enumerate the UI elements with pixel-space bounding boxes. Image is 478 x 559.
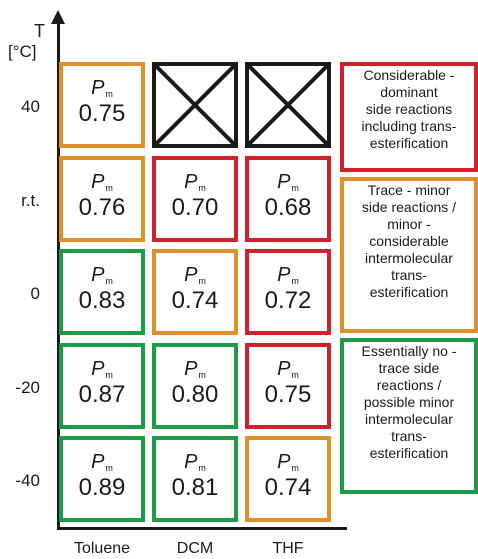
cell-value: 0.75 bbox=[78, 100, 126, 127]
grid-cell: Pm 0.68 bbox=[245, 156, 331, 242]
symbol-letter: P bbox=[277, 451, 291, 473]
cell-value: 0.72 bbox=[264, 287, 312, 314]
cell-symbol: Pm bbox=[156, 265, 234, 286]
symbol-letter: P bbox=[91, 77, 105, 99]
cell-value: 0.81 bbox=[171, 474, 219, 501]
symbol-letter: P bbox=[91, 358, 105, 380]
cell-symbol: Pm bbox=[63, 452, 141, 473]
temperature-label: 40 bbox=[21, 97, 40, 116]
cell-symbol: Pm bbox=[156, 452, 234, 473]
legend-box-red: Considerable - dominant side reactions i… bbox=[340, 62, 478, 172]
y-axis-title: T bbox=[34, 21, 45, 41]
cell-symbol: Pm bbox=[156, 172, 234, 193]
grid-cell: Pm 0.75 bbox=[245, 343, 331, 429]
cell-value: 0.68 bbox=[264, 194, 312, 221]
symbol-subscript: m bbox=[291, 183, 299, 193]
grid-cell: Pm 0.87 bbox=[59, 343, 145, 429]
symbol-letter: P bbox=[184, 264, 198, 286]
cross-mark bbox=[249, 66, 327, 144]
cell-value: 0.76 bbox=[78, 194, 126, 221]
symbol-letter: P bbox=[277, 171, 291, 193]
grid-cell: Pm 0.72 bbox=[245, 249, 331, 335]
symbol-subscript: m bbox=[105, 370, 113, 380]
grid-cell: Pm 0.75 bbox=[59, 62, 145, 148]
y-axis-line bbox=[57, 22, 60, 529]
grid-cell: Pm 0.80 bbox=[152, 343, 238, 429]
symbol-letter: P bbox=[184, 171, 198, 193]
grid-cell: Pm 0.74 bbox=[245, 436, 331, 522]
solvent-label: THF bbox=[272, 540, 304, 557]
grid-cell: Pm 0.83 bbox=[59, 249, 145, 335]
symbol-letter: P bbox=[91, 264, 105, 286]
cross-line bbox=[156, 66, 234, 144]
cell-value: 0.80 bbox=[171, 381, 219, 408]
symbol-subscript: m bbox=[198, 370, 206, 380]
grid-cell-not-measured bbox=[245, 62, 331, 148]
symbol-subscript: m bbox=[198, 276, 206, 286]
cell-value: 0.74 bbox=[171, 287, 219, 314]
cell-symbol: Pm bbox=[156, 359, 234, 380]
cell-value: 0.75 bbox=[264, 381, 312, 408]
cell-symbol: Pm bbox=[249, 359, 327, 380]
legend-box-orange: Trace - minor side reactions / minor - c… bbox=[340, 177, 478, 333]
cell-symbol: Pm bbox=[249, 172, 327, 193]
grid-cell-not-measured bbox=[152, 62, 238, 148]
cell-symbol: Pm bbox=[63, 359, 141, 380]
temperature-label: -40 bbox=[15, 471, 40, 490]
cross-mark bbox=[156, 66, 234, 144]
cell-value: 0.83 bbox=[78, 287, 126, 314]
temperature-label: r.t. bbox=[21, 191, 40, 210]
cell-symbol: Pm bbox=[249, 452, 327, 473]
symbol-letter: P bbox=[184, 358, 198, 380]
y-axis-unit: [°C] bbox=[8, 42, 37, 61]
grid-cell: Pm 0.76 bbox=[59, 156, 145, 242]
symbol-letter: P bbox=[184, 451, 198, 473]
symbol-subscript: m bbox=[105, 276, 113, 286]
cell-value: 0.87 bbox=[78, 381, 126, 408]
cell-value: 0.70 bbox=[171, 194, 219, 221]
cell-symbol: Pm bbox=[63, 172, 141, 193]
cell-symbol: Pm bbox=[63, 265, 141, 286]
symbol-subscript: m bbox=[198, 463, 206, 473]
grid-cell: Pm 0.70 bbox=[152, 156, 238, 242]
symbol-subscript: m bbox=[105, 89, 113, 99]
legend-box-green: Essentially no - trace side reactions / … bbox=[340, 338, 478, 494]
x-axis-line bbox=[57, 527, 347, 530]
cell-symbol: Pm bbox=[249, 265, 327, 286]
grid-cell: Pm 0.89 bbox=[59, 436, 145, 522]
symbol-subscript: m bbox=[291, 463, 299, 473]
symbol-subscript: m bbox=[198, 183, 206, 193]
symbol-subscript: m bbox=[105, 463, 113, 473]
symbol-subscript: m bbox=[105, 183, 113, 193]
grid-cell: Pm 0.74 bbox=[152, 249, 238, 335]
solvent-label: DCM bbox=[176, 540, 214, 557]
symbol-letter: P bbox=[277, 264, 291, 286]
cell-symbol: Pm bbox=[63, 78, 141, 99]
symbol-letter: P bbox=[91, 451, 105, 473]
symbol-subscript: m bbox=[291, 370, 299, 380]
y-axis-arrowhead bbox=[51, 10, 65, 24]
cell-value: 0.74 bbox=[264, 474, 312, 501]
temperature-label: 0 bbox=[30, 284, 40, 303]
temperature-label: -20 bbox=[15, 378, 40, 397]
grid-cell: Pm 0.81 bbox=[152, 436, 238, 522]
cross-line bbox=[249, 66, 327, 144]
symbol-letter: P bbox=[91, 171, 105, 193]
symbol-subscript: m bbox=[291, 276, 299, 286]
symbol-letter: P bbox=[277, 358, 291, 380]
solvent-label: Toluene bbox=[73, 540, 131, 557]
cell-value: 0.89 bbox=[78, 474, 126, 501]
